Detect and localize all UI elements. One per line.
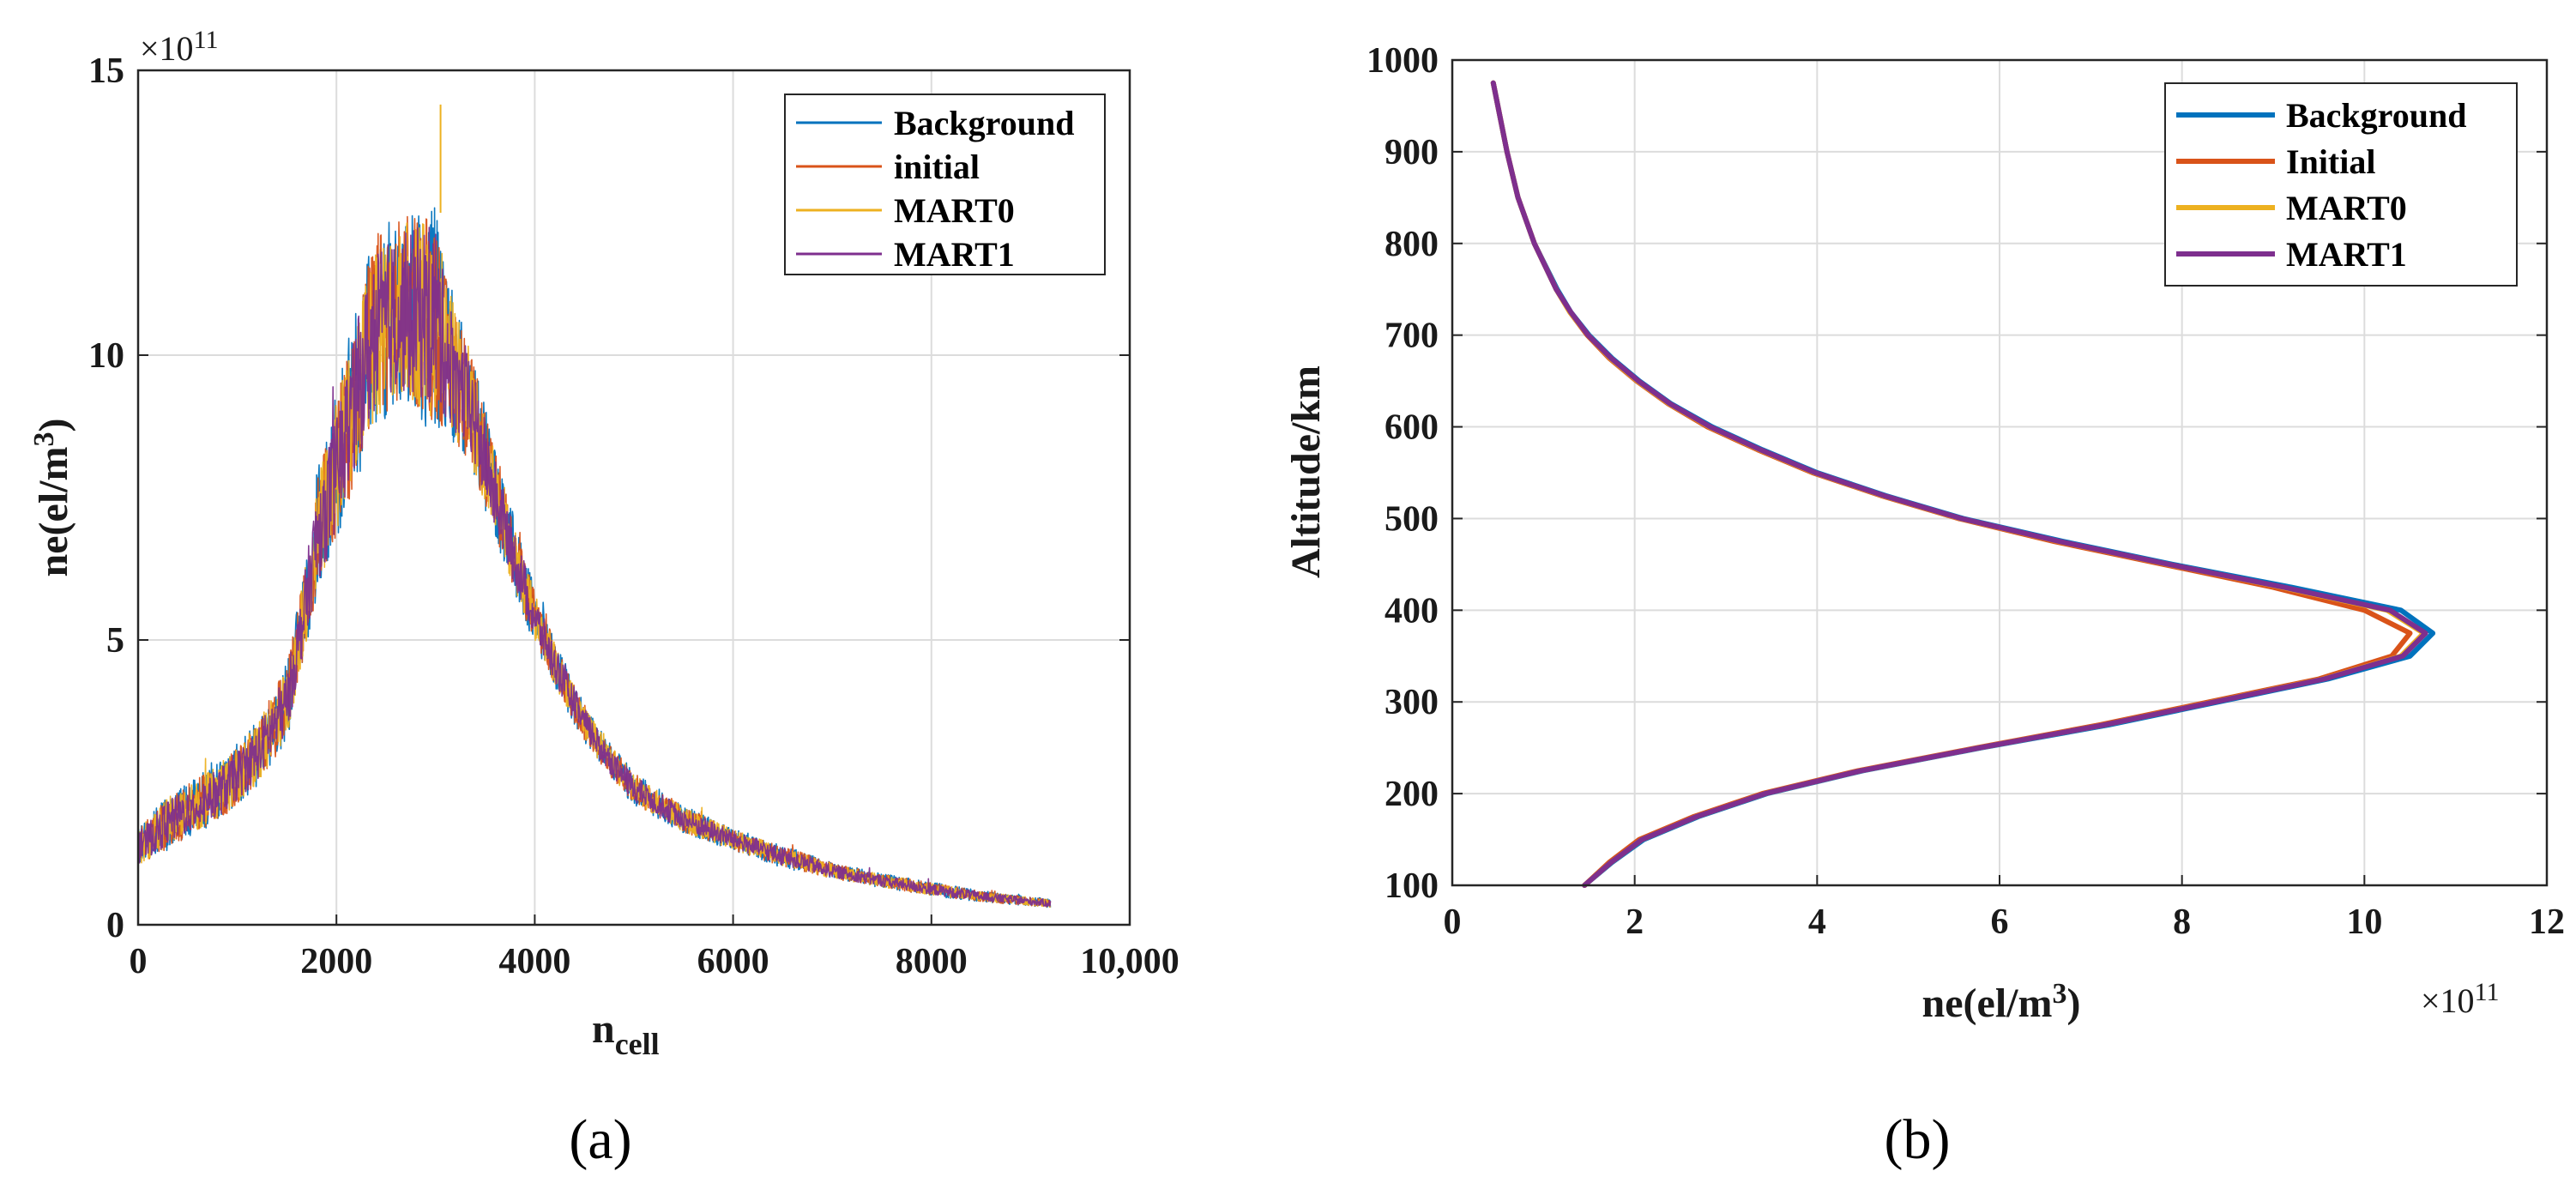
- x-tick-label-b: 10: [2346, 902, 2382, 942]
- legend-b-label-background: Background: [2286, 96, 2466, 135]
- caption-b: (b): [1885, 1108, 1951, 1171]
- y-tick-label-b: 1000: [1366, 41, 1439, 81]
- y-tick-label-b: 200: [1385, 775, 1439, 814]
- series-line-a-mart1: [137, 226, 1052, 908]
- y-tick-label-a: 10: [88, 336, 124, 376]
- series-line-a-mart0: [137, 222, 1052, 908]
- axes-frame-a: [136, 69, 1131, 926]
- panel-b: 0 2 4 6 8 10 12 100 200 300 400 500 600 700 800 900 1000…: [1283, 41, 2565, 1171]
- panel-a: 0 2000 4000 6000 8000 10,000 0 5 10 15 ×1011 ncel…: [28, 26, 1179, 1171]
- axes-frame-b: [1451, 58, 2549, 887]
- series-line-b-mart1: [1490, 80, 2428, 888]
- y-tick-label-a: 5: [106, 621, 124, 661]
- legend-a-label-mart0: MART0: [894, 191, 1015, 230]
- y-axis-label-a: ne(el/m3): [28, 419, 76, 577]
- y-tick-label-b: 700: [1385, 317, 1439, 356]
- x-tick-label-b: 6: [1991, 902, 2009, 942]
- legend-a-label-mart1: MART1: [894, 235, 1015, 274]
- tick-labels-b: 0 2 4 6 8 10 12 100 200 300 400 500 600 700 800 900 1000: [1366, 41, 2565, 942]
- x-tick-label-b: 12: [2529, 902, 2565, 942]
- x-tick-label-a: 6000: [697, 942, 769, 981]
- x-tick-label-a: 10,000: [1080, 942, 1179, 981]
- legend-a: Background initial MART0 MART1: [784, 94, 1106, 275]
- legend-b: Background Initial MART0 MART1: [2164, 82, 2518, 287]
- y-tick-label-b: 400: [1385, 591, 1439, 631]
- y-tick-label-b: 300: [1385, 683, 1439, 722]
- x-tick-label-b: 4: [1808, 902, 1826, 942]
- series-line-a-background: [137, 207, 1052, 908]
- x-axis-label-a: ncell: [592, 1006, 660, 1061]
- x-tick-label-b: 0: [1444, 902, 1462, 942]
- x-tick-label-a: 8000: [896, 942, 968, 981]
- y-tick-label-a: 15: [88, 51, 124, 91]
- x-tick-label-a: 0: [130, 942, 148, 981]
- y-tick-label-b: 500: [1385, 499, 1439, 539]
- y-axis-label-b: Altitude/km: [1283, 365, 1329, 578]
- y-tick-label-b: 600: [1385, 408, 1439, 448]
- series-line-a-initial: [137, 215, 1052, 908]
- plot-area-b: [1490, 80, 2436, 888]
- y-tick-label-a: 0: [106, 906, 124, 945]
- y-tick-label-b: 800: [1385, 225, 1439, 264]
- y-tick-label-b: 100: [1385, 866, 1439, 906]
- legend-a-label-background: Background: [894, 104, 1074, 142]
- x-tick-label-a: 2000: [300, 942, 372, 981]
- multiplier-b: ×1011: [2421, 978, 2499, 1020]
- plot-area-a: [137, 104, 1052, 908]
- caption-a: (a): [569, 1108, 631, 1171]
- y-tick-label-b: 900: [1385, 133, 1439, 172]
- legend-b-label-initial: Initial: [2286, 142, 2375, 181]
- multiplier-a: ×1011: [140, 26, 218, 68]
- x-tick-label-b: 8: [2173, 902, 2191, 942]
- legend-b-label-mart0: MART0: [2286, 189, 2407, 227]
- tick-labels-a: 0 2000 4000 6000 8000 10,000 0 5 10 15: [88, 51, 1179, 981]
- x-tick-label-b: 2: [1626, 902, 1644, 942]
- x-axis-label-b: ne(el/m3): [1922, 978, 2081, 1026]
- x-tick-label-a: 4000: [498, 942, 570, 981]
- legend-a-label-initial: initial: [894, 148, 980, 186]
- legend-b-label-mart1: MART1: [2286, 235, 2407, 274]
